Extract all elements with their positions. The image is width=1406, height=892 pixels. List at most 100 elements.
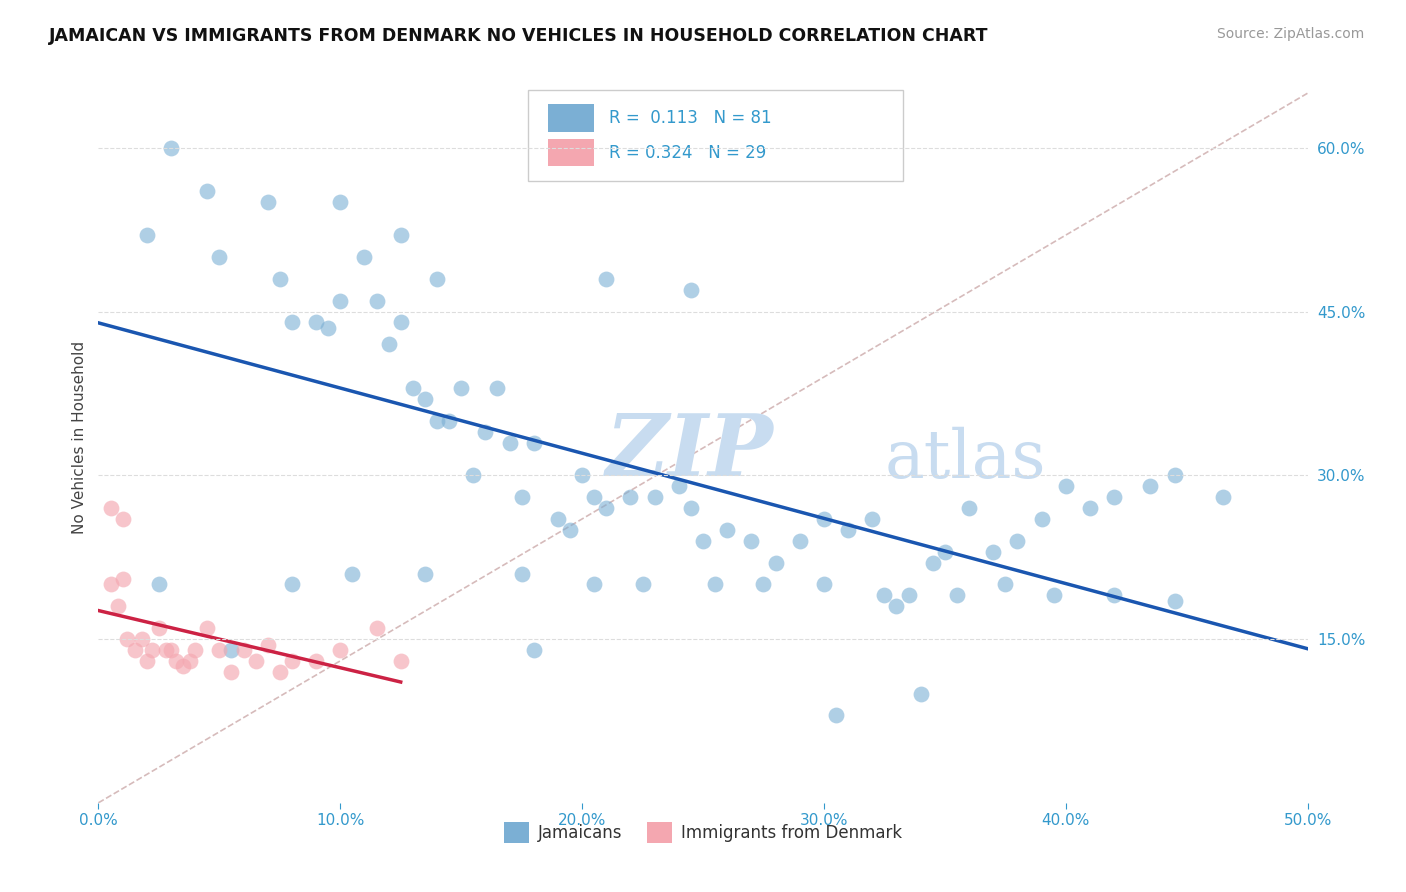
- Point: [595, 272, 617, 286]
- Point: [437, 414, 460, 428]
- Point: [426, 272, 449, 286]
- Point: [1139, 479, 1161, 493]
- Point: [117, 632, 139, 646]
- Point: [1102, 490, 1125, 504]
- Text: atlas: atlas: [884, 426, 1046, 491]
- Point: [160, 643, 183, 657]
- Point: [221, 643, 243, 657]
- FancyBboxPatch shape: [548, 138, 595, 167]
- Point: [474, 425, 496, 439]
- Point: [595, 501, 617, 516]
- Point: [558, 523, 581, 537]
- Point: [1031, 512, 1053, 526]
- Point: [413, 566, 436, 581]
- Point: [366, 621, 388, 635]
- Point: [377, 337, 399, 351]
- Point: [498, 435, 520, 450]
- Point: [789, 533, 811, 548]
- Text: JAMAICAN VS IMMIGRANTS FROM DENMARK NO VEHICLES IN HOUSEHOLD CORRELATION CHART: JAMAICAN VS IMMIGRANTS FROM DENMARK NO V…: [49, 27, 988, 45]
- Y-axis label: No Vehicles in Household: No Vehicles in Household: [72, 341, 87, 533]
- Point: [172, 659, 194, 673]
- Text: Source: ZipAtlas.com: Source: ZipAtlas.com: [1216, 27, 1364, 41]
- Point: [1212, 490, 1234, 504]
- Point: [402, 381, 425, 395]
- Point: [281, 577, 304, 591]
- Point: [221, 665, 243, 679]
- Point: [510, 490, 533, 504]
- Point: [692, 533, 714, 548]
- Point: [813, 512, 835, 526]
- FancyBboxPatch shape: [527, 90, 903, 181]
- Point: [195, 185, 218, 199]
- Point: [281, 654, 304, 668]
- Text: ZIP: ZIP: [606, 410, 775, 493]
- Point: [111, 512, 134, 526]
- Point: [631, 577, 654, 591]
- Point: [897, 588, 920, 602]
- Point: [946, 588, 969, 602]
- Point: [547, 512, 569, 526]
- Point: [583, 490, 606, 504]
- Point: [813, 577, 835, 591]
- Point: [1078, 501, 1101, 516]
- Point: [148, 621, 170, 635]
- Point: [155, 643, 177, 657]
- Point: [389, 654, 412, 668]
- Point: [366, 293, 388, 308]
- Point: [165, 654, 187, 668]
- Point: [825, 708, 848, 723]
- Point: [329, 293, 352, 308]
- Point: [305, 315, 328, 329]
- Point: [765, 556, 787, 570]
- Point: [316, 321, 339, 335]
- Point: [523, 643, 546, 657]
- Point: [1163, 594, 1185, 608]
- Point: [679, 283, 702, 297]
- Point: [281, 315, 304, 329]
- Point: [131, 632, 153, 646]
- Point: [1102, 588, 1125, 602]
- Point: [1054, 479, 1077, 493]
- Point: [124, 643, 146, 657]
- Point: [329, 195, 352, 210]
- Point: [305, 654, 328, 668]
- Point: [111, 572, 134, 586]
- Point: [1163, 468, 1185, 483]
- Point: [195, 621, 218, 635]
- Point: [510, 566, 533, 581]
- Point: [752, 577, 775, 591]
- Point: [486, 381, 509, 395]
- Point: [329, 643, 352, 657]
- Point: [679, 501, 702, 516]
- Point: [353, 250, 375, 264]
- Text: R = 0.324   N = 29: R = 0.324 N = 29: [609, 144, 766, 161]
- Point: [704, 577, 727, 591]
- Point: [1042, 588, 1064, 602]
- Point: [716, 523, 738, 537]
- Point: [644, 490, 666, 504]
- Point: [135, 228, 157, 243]
- Point: [245, 654, 267, 668]
- Point: [389, 315, 412, 329]
- Point: [269, 272, 291, 286]
- Point: [873, 588, 896, 602]
- Point: [208, 250, 231, 264]
- Point: [860, 512, 883, 526]
- Point: [135, 654, 157, 668]
- Point: [523, 435, 546, 450]
- Point: [269, 665, 291, 679]
- Point: [208, 643, 231, 657]
- Point: [571, 468, 593, 483]
- Point: [1007, 533, 1029, 548]
- Point: [886, 599, 908, 614]
- Point: [619, 490, 641, 504]
- Point: [256, 638, 278, 652]
- Point: [413, 392, 436, 406]
- Point: [934, 545, 956, 559]
- Point: [389, 228, 412, 243]
- Point: [921, 556, 943, 570]
- Point: [837, 523, 859, 537]
- Point: [668, 479, 690, 493]
- FancyBboxPatch shape: [548, 104, 595, 132]
- Point: [184, 643, 207, 657]
